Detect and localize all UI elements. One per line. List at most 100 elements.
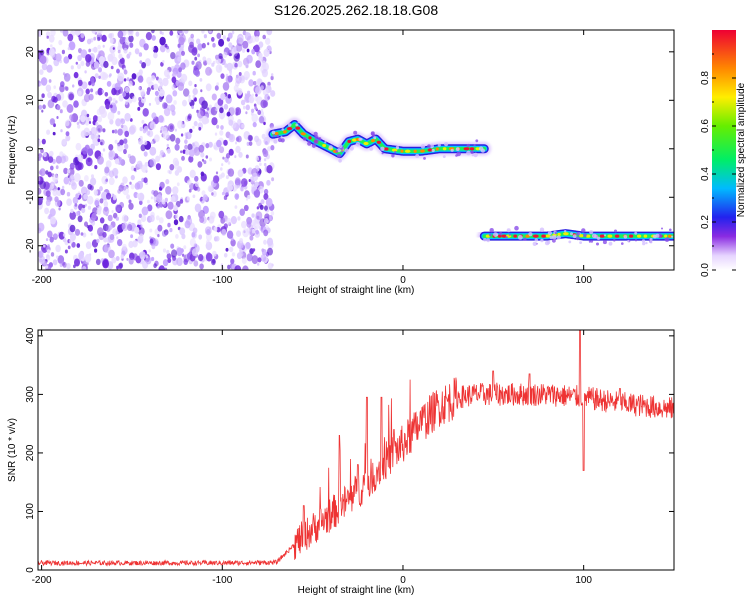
noise-speckle [43,244,46,248]
noise-speckle [68,93,74,101]
noise-speckle [142,108,149,117]
signal-fringe-speckle [596,236,601,240]
noise-speckle [197,161,203,168]
noise-speckle [141,61,147,69]
noise-speckle [45,190,51,197]
noise-speckle [236,252,243,260]
signal-fringe-speckle [552,235,557,240]
noise-speckle [257,172,261,177]
signal-fringe-speckle [613,239,616,242]
signal-fringe-speckle [470,150,474,154]
signal-fringe-speckle [554,231,557,235]
signal-fringe-speckle [311,131,314,135]
signal-peak-dot [629,234,634,238]
noise-speckle [46,64,53,73]
noise-speckle [67,47,71,51]
signal-fringe-speckle [396,147,399,150]
noise-speckle [221,163,224,167]
noise-speckle [246,141,250,146]
noise-speckle [96,30,103,36]
noise-speckle [250,35,256,43]
noise-speckle [60,129,63,133]
noise-speckle [264,205,268,211]
noise-speckle [163,107,171,117]
noise-speckle [73,71,79,79]
noise-speckle [39,55,47,64]
signal-peak-dot [286,127,293,131]
noise-speckle [222,35,227,40]
signal-fringe-speckle [603,234,607,237]
noise-speckle [151,46,155,51]
noise-speckle [261,249,267,256]
noise-speckle [150,196,153,200]
noise-speckle [188,97,192,103]
noise-speckle [242,228,250,238]
noise-speckle [96,208,102,215]
noise-speckle [256,157,260,161]
noise-speckle [148,102,152,106]
signal-peak-dot [427,148,433,152]
noise-speckle [123,69,128,75]
noise-speckle [192,94,196,99]
noise-speckle [251,213,255,218]
signal-fringe-speckle [576,231,580,236]
noise-speckle [104,166,110,174]
noise-speckle [126,257,129,261]
noise-speckle [164,43,168,48]
noise-speckle [227,183,233,192]
colorbar-tick-label: 0.2 [700,215,711,229]
noise-speckle [77,154,84,163]
noise-speckle [167,257,172,263]
noise-speckle [178,215,184,223]
noise-speckle [119,139,124,146]
noise-speckle [246,253,253,262]
noise-speckle [56,104,61,111]
noise-speckle [91,48,94,52]
noise-speckle [108,33,113,39]
noise-speckle [211,93,217,101]
noise-speckle [88,117,91,122]
noise-speckle [138,97,142,102]
noise-speckle [114,129,118,134]
noise-speckle [105,178,108,182]
signal-fringe-speckle [450,148,454,152]
noise-speckle [193,120,198,127]
noise-speckle [155,163,161,171]
noise-speckle [234,193,240,200]
signal-fringe-speckle [355,142,361,147]
colorbar-tick-label: 0.4 [700,167,711,181]
noise-speckle [82,147,88,155]
signal-fringe-speckle [314,135,319,139]
noise-speckle [258,116,265,124]
noise-speckle [168,170,172,175]
noise-speckle [95,121,99,127]
noise-speckle [116,265,119,270]
noise-speckle [102,128,106,133]
noise-speckle [195,64,199,68]
noise-speckle [124,143,129,150]
noise-speckle [235,43,243,52]
noise-speckle [227,264,231,270]
noise-speckle [192,142,195,146]
noise-speckle [144,58,151,67]
signal-fringe-speckle [381,152,384,155]
noise-speckle [252,121,257,128]
signal-fringe-speckle [602,240,607,245]
noise-speckle [95,258,101,266]
noise-speckle [63,155,69,162]
signal-fringe-speckle [549,235,554,240]
noise-speckle [151,112,157,119]
noise-speckle [42,260,47,266]
signal-fringe-speckle [623,235,628,239]
colorbar-tick-label: 0.0 [700,263,711,277]
noise-speckle [240,186,244,192]
noise-speckle [47,230,53,238]
noise-speckle [141,206,149,216]
signal-peak-dot [545,234,551,238]
signal-fringe-speckle [341,150,344,153]
figure-title: S126.2025.262.18.18.G08 [274,2,438,18]
noise-speckle [227,161,231,165]
noise-speckle [205,252,213,262]
noise-speckle [121,222,129,232]
noise-speckle [247,134,253,142]
